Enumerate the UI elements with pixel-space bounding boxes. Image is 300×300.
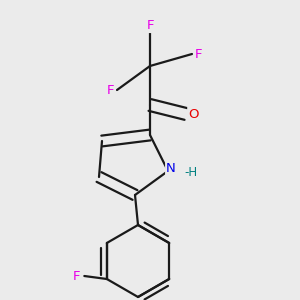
Text: F: F <box>73 269 81 283</box>
Text: O: O <box>188 107 199 121</box>
Text: F: F <box>107 83 115 97</box>
Text: N: N <box>166 161 176 175</box>
Text: -H: -H <box>184 166 197 179</box>
Text: F: F <box>146 19 154 32</box>
Text: F: F <box>194 47 202 61</box>
